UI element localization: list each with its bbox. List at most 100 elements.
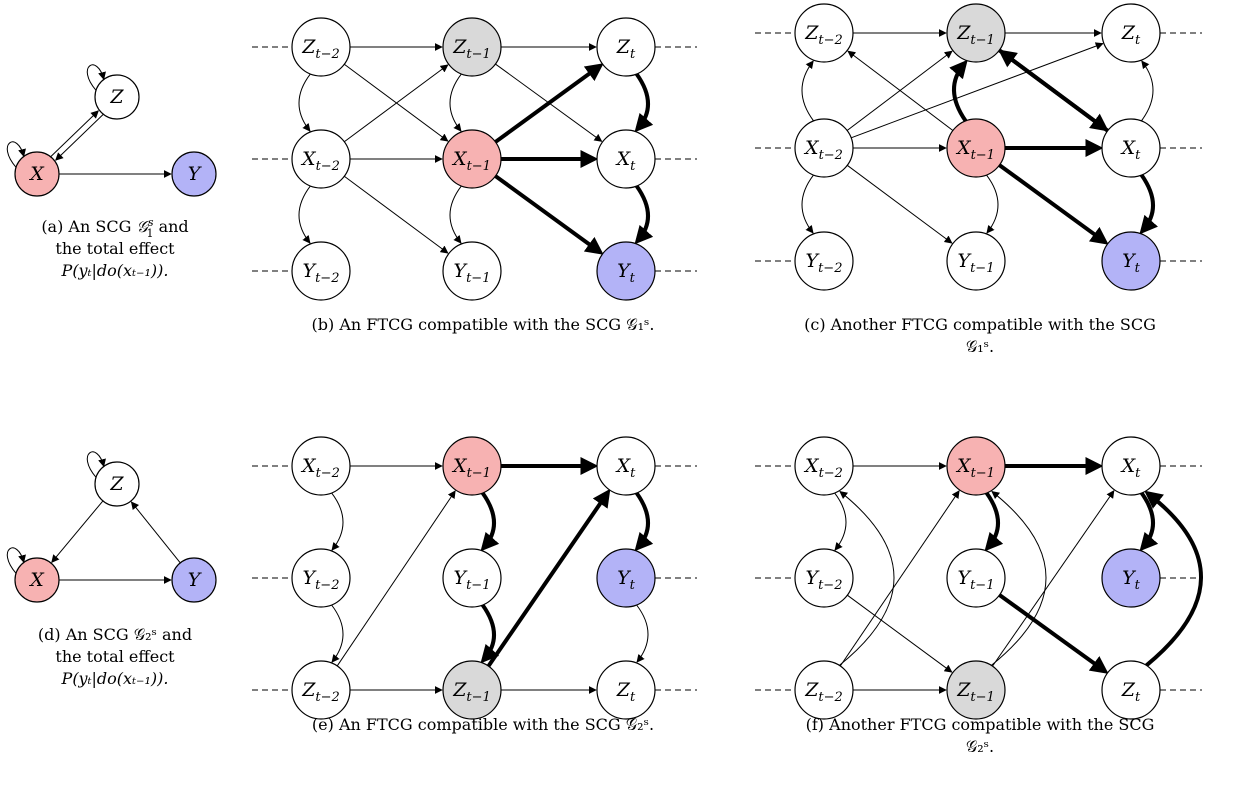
c-node-circle-X2 bbox=[794, 118, 854, 178]
e-edge-Z2-X1 bbox=[336, 490, 456, 667]
d-self-loop-Z bbox=[86, 451, 106, 478]
c-edge-X0-Y0 bbox=[1139, 173, 1159, 235]
d-edge-Z-X bbox=[51, 500, 104, 563]
a-edge-X-Z bbox=[50, 110, 99, 157]
c-edge-X2-Z1 bbox=[846, 50, 953, 131]
b-node-label-Z0: Zt bbox=[616, 36, 636, 62]
f-node-label-Y0: Yt bbox=[1122, 567, 1141, 593]
f-node-label-Z1: Zt−1 bbox=[956, 679, 995, 705]
f-node-X1: Xt−1 bbox=[946, 436, 1006, 496]
f-node-Y0: Yt bbox=[1101, 548, 1161, 608]
e-edge-X0-Y0 bbox=[634, 491, 654, 552]
c-node-label-X2: Xt−2 bbox=[803, 137, 843, 163]
f-node-label-Y2: Yt−2 bbox=[806, 567, 843, 593]
e-node-X2: Xt−2 bbox=[291, 436, 351, 496]
e-node-label-Y0: Yt bbox=[617, 567, 636, 593]
f-node-Z1: Zt−1 bbox=[946, 660, 1006, 720]
b-node-Z0: Zt bbox=[596, 17, 656, 77]
d-self-loop-X bbox=[6, 547, 26, 574]
c-node-label-Z2: Zt−2 bbox=[804, 22, 843, 48]
f-node-Z2: Zt−2 bbox=[794, 660, 854, 720]
d-node-Y: Y bbox=[171, 557, 217, 603]
f-edge-X1-Y1 bbox=[984, 491, 1004, 552]
b-node-Y2: Yt−2 bbox=[291, 241, 351, 301]
a-self-loop-Z bbox=[86, 64, 106, 91]
c-edge-X1-Y1 bbox=[986, 174, 999, 234]
c-node-Z2: Zt−2 bbox=[794, 3, 854, 63]
svg-text:(d) An SCG 𝒢₂ˢ and: (d) An SCG 𝒢₂ˢ and bbox=[38, 625, 192, 644]
f-edge-Y2-Z1 bbox=[847, 594, 953, 673]
b-node-label-X1: Xt−1 bbox=[451, 148, 491, 174]
caption-c: (c) Another FTCG compatible with the SCG… bbox=[804, 315, 1156, 356]
e-node-circle-X2 bbox=[291, 436, 351, 496]
f-node-label-Z2: Zt−2 bbox=[804, 679, 843, 705]
f-edge-Z1-X1 bbox=[991, 490, 1047, 666]
b-node-circle-Z2 bbox=[291, 17, 351, 77]
d-node-circle-Z bbox=[94, 461, 140, 507]
b-node-circle-X2 bbox=[291, 129, 351, 189]
b-node-Y1: Yt−1 bbox=[442, 241, 502, 301]
f-node-circle-X1 bbox=[946, 436, 1006, 496]
b-node-X2: Xt−2 bbox=[291, 129, 351, 189]
b-edge-X0-Y0 bbox=[634, 184, 654, 245]
b-edge-Z0-X0 bbox=[634, 72, 654, 133]
a-node-label-Y: Y bbox=[188, 163, 203, 185]
edges-layer bbox=[6, 29, 1203, 694]
b-edge-Z2-X2 bbox=[298, 73, 311, 132]
c-edge-X2-Z0 bbox=[850, 42, 1104, 139]
e-node-label-Y1: Yt−1 bbox=[454, 567, 491, 593]
caption-f: (f) Another FTCG compatible with the SCG… bbox=[806, 715, 1155, 756]
svg-text:(b) An FTCG compatible with th: (b) An FTCG compatible with the SCG 𝒢₁ˢ. bbox=[312, 315, 655, 334]
svg-text:P(yₜ|do(xₜ₋₁)).: P(yₜ|do(xₜ₋₁)). bbox=[61, 261, 169, 280]
d-node-circle-Y bbox=[171, 557, 217, 603]
b-node-circle-Z1 bbox=[442, 17, 502, 77]
f-edge-Y1-Z0 bbox=[998, 593, 1109, 674]
f-edge-Z2-X2 bbox=[839, 490, 895, 666]
b-edge-X1-Z0 bbox=[494, 63, 604, 144]
b-node-label-Z1: Zt−1 bbox=[452, 36, 491, 62]
svg-text:(e) An FTCG compatible with th: (e) An FTCG compatible with the SCG 𝒢₂ˢ. bbox=[312, 715, 654, 734]
f-node-circle-Y0 bbox=[1101, 548, 1161, 608]
f-node-circle-Z1 bbox=[946, 660, 1006, 720]
e-node-Y1: Yt−1 bbox=[442, 548, 502, 608]
b-node-Z2: Zt−2 bbox=[291, 17, 351, 77]
a-node-Y: Y bbox=[171, 151, 217, 197]
d-node-label-Z: Z bbox=[109, 473, 124, 495]
b-node-label-Y0: Yt bbox=[617, 260, 636, 286]
f-edge-Z2-X1 bbox=[839, 490, 960, 667]
f-node-label-X0: Xt bbox=[1120, 455, 1142, 481]
c-node-label-Z0: Zt bbox=[1121, 22, 1141, 48]
e-node-circle-Y1 bbox=[442, 548, 502, 608]
c-node-Z1: Zt−1 bbox=[946, 3, 1006, 63]
b-node-circle-X0 bbox=[596, 129, 656, 189]
svg-text:the total effect: the total effect bbox=[55, 239, 175, 258]
f-node-circle-Y1 bbox=[946, 548, 1006, 608]
a-node-circle-Y bbox=[171, 151, 217, 197]
e-node-circle-Y2 bbox=[291, 548, 351, 608]
f-node-Y1: Yt−1 bbox=[946, 548, 1006, 608]
e-node-Z1: Zt−1 bbox=[442, 660, 502, 720]
b-node-circle-Y2 bbox=[291, 241, 351, 301]
e-node-Y2: Yt−2 bbox=[291, 548, 351, 608]
a-node-circle-Z bbox=[94, 74, 140, 120]
a-node-label-Z: Z bbox=[109, 86, 124, 108]
caption-d: (d) An SCG 𝒢₂ˢ and the total effect P(yₜ… bbox=[38, 625, 192, 688]
c-node-label-X0: Xt bbox=[1120, 137, 1142, 163]
e-node-label-Z2: Zt−2 bbox=[301, 679, 340, 705]
b-node-X0: Xt bbox=[596, 129, 656, 189]
c-edge-X0-Z1 bbox=[998, 49, 1109, 133]
b-node-circle-Z0 bbox=[596, 17, 656, 77]
c-node-label-Z1: Zt−1 bbox=[956, 22, 995, 48]
c-node-X1: Xt−1 bbox=[946, 118, 1006, 178]
e-edge-Y2-Z2 bbox=[331, 604, 344, 663]
e-node-X1: Xt−1 bbox=[442, 436, 502, 496]
f-edge-Z1-X0 bbox=[992, 490, 1115, 667]
e-edge-X2-Y2 bbox=[331, 492, 344, 551]
e-node-label-X2: Xt−2 bbox=[300, 455, 340, 481]
c-node-label-Y0: Yt bbox=[1122, 250, 1141, 276]
c-node-circle-Y2 bbox=[794, 231, 854, 291]
f-node-circle-Y2 bbox=[794, 548, 854, 608]
b-node-label-X0: Xt bbox=[615, 148, 637, 174]
e-edge-X1-Y1 bbox=[480, 491, 500, 552]
